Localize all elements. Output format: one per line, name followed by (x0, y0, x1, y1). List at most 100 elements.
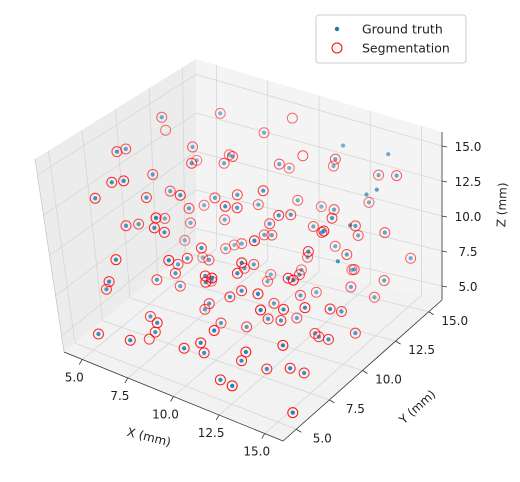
ground-truth-point (239, 241, 244, 246)
ground-truth-point (223, 246, 228, 251)
ground-truth-point (154, 277, 160, 282)
z-tick-0 (441, 285, 448, 288)
ground-truth-point (104, 287, 109, 292)
segmentation-point (258, 229, 270, 241)
segmentation-point (163, 254, 175, 266)
y-tick-label-4: 15.0 (441, 314, 468, 328)
ground-truth-point (185, 256, 190, 261)
z-grid-back-2 (195, 151, 443, 217)
ground-truth-point (326, 337, 331, 342)
segmentation-point (292, 194, 304, 206)
segmentation-point (363, 196, 375, 208)
segmentation-point (120, 220, 132, 232)
segmentation-point (183, 202, 195, 214)
ground-truth-point (295, 198, 300, 203)
ground-truth-point (189, 161, 194, 166)
ground-truth-point (168, 188, 173, 194)
legend-segmentation-label: Segmentation (362, 41, 450, 56)
segmentation-point (218, 157, 230, 169)
segmentation-point (255, 304, 267, 316)
ground-truth-point (339, 309, 344, 314)
y-grid-floor-0 (74, 342, 297, 430)
x-axis-title: X (mm) (126, 425, 173, 449)
segmentation-point (295, 264, 307, 276)
y-grid-floor-4 (184, 252, 429, 313)
segmentation-point (298, 367, 310, 379)
ground-truth-point (106, 279, 112, 284)
segmentation-point (293, 269, 305, 281)
y-tick-label-2: 10.0 (375, 373, 402, 387)
segmentation-point (335, 305, 347, 317)
ground-truth-point (302, 305, 308, 310)
segmentation-point (231, 189, 243, 201)
segmentation-point (195, 337, 207, 349)
segmentation-point (206, 272, 218, 284)
x-tick-label-2: 10.0 (152, 408, 179, 422)
ground-truth-point (175, 262, 181, 267)
segmentation-point (151, 317, 163, 329)
ground-truth-point (173, 271, 178, 276)
ground-truth-point (352, 267, 357, 272)
segmentation-point (185, 217, 197, 229)
ground-truth-point (319, 204, 324, 209)
ground-truth-point (327, 306, 333, 312)
ground-truth-point (314, 290, 319, 295)
ground-truth-point (376, 173, 381, 178)
y-tick-label-1: 7.5 (346, 402, 365, 416)
segmentation-point (231, 267, 243, 279)
ground-truth-point (331, 163, 336, 169)
tick-marks: 5.0 7.5 10.0 12.5 15.0 5.0 7.5 10.0 12.5 15.0 5.0 7… (65, 140, 482, 459)
ground-truth-point (386, 152, 391, 157)
segmentation-point (174, 280, 186, 292)
segmentation-point (174, 189, 186, 201)
ground-truth-point (340, 143, 346, 148)
ground-truth-point (267, 221, 272, 226)
front-left-edge (34, 158, 65, 353)
ground-truth-point (265, 279, 270, 284)
segmentation-point (124, 334, 136, 346)
segmentation-point (302, 251, 314, 263)
ground-truth-point (266, 316, 271, 321)
z-tick-3 (441, 180, 448, 183)
ground-truth-point (261, 130, 267, 135)
segmentation-point (92, 328, 104, 340)
z-tick-2 (441, 215, 448, 218)
segmentation-point (110, 254, 122, 266)
segmentation-point (379, 227, 391, 239)
ground-truth-point (290, 410, 295, 415)
ground-truth-point (277, 162, 282, 167)
ground-truth-point (212, 328, 217, 333)
y-tick-label-3: 12.5 (408, 343, 435, 357)
segmentation-point (258, 127, 270, 139)
segmentation-point (186, 157, 198, 169)
ground-truth-point (333, 244, 338, 249)
segmentation-point (209, 192, 221, 204)
segmentation-point (291, 312, 303, 324)
ground-truth-point (288, 212, 293, 217)
ground-truth-point (239, 358, 244, 363)
segmentation-point (156, 111, 168, 123)
z-grid-back-3 (195, 112, 443, 182)
segmentation-point (159, 212, 171, 224)
segmentation-point (326, 212, 338, 224)
ground-truth-point (264, 366, 269, 372)
ground-truth-point (255, 291, 261, 296)
ground-truth-point (408, 256, 413, 261)
x-tick-2 (170, 396, 174, 402)
ground-truth-point (258, 307, 263, 313)
segmentation-point (100, 283, 112, 295)
segmentation-point (133, 218, 145, 230)
x-tick-label-3: 12.5 (198, 426, 225, 440)
segmentation-point (240, 346, 252, 358)
ground-truth-point (178, 193, 183, 198)
segmentation-point (220, 243, 232, 255)
ground-truth-point (93, 196, 98, 201)
segmentation-point (287, 274, 299, 286)
ground-truth-point (202, 203, 207, 208)
segmentation-point (286, 112, 298, 124)
y-tick-1 (329, 399, 335, 404)
segmentation-point (322, 333, 334, 345)
ground-truth-point (244, 324, 249, 329)
ground-truth-point (198, 340, 203, 345)
ground-truth-point (123, 146, 128, 152)
